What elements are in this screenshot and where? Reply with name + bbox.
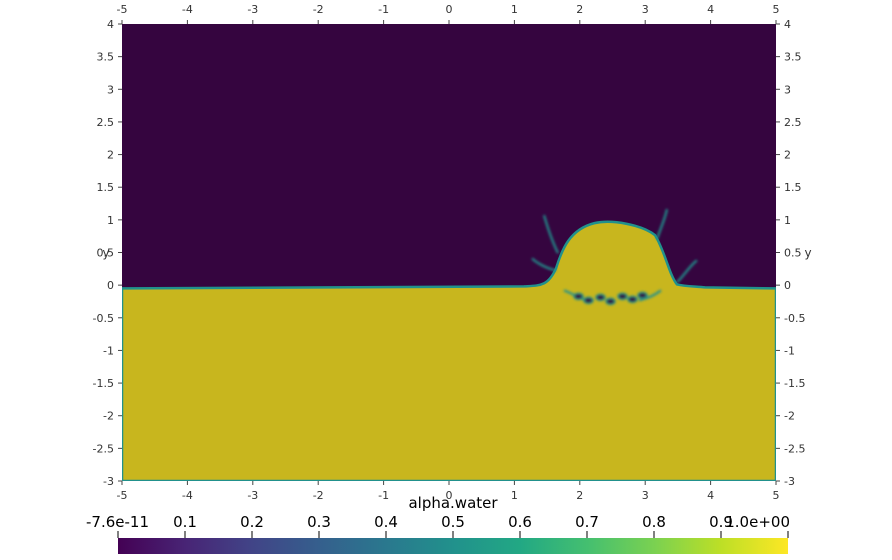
- y-tick-label-right: 3.5: [784, 51, 802, 64]
- y-tick-label-left: 2: [107, 149, 114, 162]
- air-bubble: [583, 296, 594, 305]
- y-axis-label-left: y: [102, 246, 109, 260]
- y-tick-label-right: 3: [784, 83, 791, 96]
- colorbar-title: alpha.water: [408, 494, 498, 512]
- colorbar-gradient: [118, 538, 788, 554]
- x-tick-label-bottom: -1: [378, 489, 389, 502]
- air-bubble: [627, 295, 638, 304]
- x-tick-label-top: -2: [313, 3, 324, 16]
- y-tick-label-right: -2.5: [784, 442, 805, 455]
- x-tick-label-bottom: 5: [773, 489, 780, 502]
- x-tick-label-top: 5: [773, 3, 780, 16]
- x-tick-label-bottom: 1: [511, 489, 518, 502]
- colorbar-label: 0.9: [709, 513, 733, 531]
- y-tick-label-left: 1.5: [97, 181, 115, 194]
- colorbar-label: 0.5: [441, 513, 465, 531]
- splash-jet: [676, 259, 698, 284]
- x-tick-label-bottom: 2: [576, 489, 583, 502]
- y-tick-label-right: 0: [784, 279, 791, 292]
- x-tick-label-top: 3: [642, 3, 649, 16]
- y-tick-label-right: -0.5: [784, 312, 805, 325]
- x-tick-label-top: 0: [446, 3, 453, 16]
- y-tick-label-left: 2.5: [97, 116, 115, 129]
- x-tick-label-bottom: 4: [707, 489, 714, 502]
- x-tick-label-top: -5: [117, 3, 128, 16]
- water-region: [122, 220, 776, 481]
- y-tick-label-right: -1.5: [784, 377, 805, 390]
- splash-jet: [531, 257, 557, 272]
- splash-jet: [542, 214, 560, 254]
- y-tick-label-left: 4: [107, 18, 114, 31]
- x-tick-label-bottom: 0: [446, 489, 453, 502]
- y-tick-label-left: -2.5: [93, 442, 114, 455]
- air-bubble: [617, 292, 628, 301]
- colorbar-label: 0.3: [307, 513, 331, 531]
- y-tick-label-right: 0.5: [784, 247, 802, 260]
- plot-area: [122, 24, 776, 481]
- colorbar: -7.6e-11 0.1 0.2 0.3 0.4 0.5 0.6 0.7 0.8 0.91.0e+…: [86, 513, 790, 554]
- y-tick-label-right: -2: [784, 410, 795, 423]
- colorbar-label: 0.4: [374, 513, 398, 531]
- y-axis-label-right: y: [804, 246, 811, 260]
- splash-jet: [638, 289, 662, 302]
- x-tick-label-bottom: 3: [642, 489, 649, 502]
- colorbar-label: 1.0e+00: [725, 513, 790, 531]
- x-tick-label-bottom: -4: [182, 489, 193, 502]
- y-tick-label-right: -1: [784, 344, 795, 357]
- y-tick-label-left: 0: [107, 279, 114, 292]
- colorbar-label: -7.6e-11: [86, 513, 149, 531]
- colorbar-label: 0.6: [508, 513, 532, 531]
- air-bubble: [637, 291, 648, 300]
- x-tick-label-top: 1: [511, 3, 518, 16]
- air-bubble: [573, 292, 584, 301]
- air-bubble: [605, 297, 616, 306]
- field-image: [122, 24, 776, 481]
- y-tick-label-right: 4: [784, 18, 791, 31]
- y-tick-label-left: 3: [107, 83, 114, 96]
- y-tick-label-left: 3.5: [97, 51, 115, 64]
- y-tick-label-left: -1: [103, 344, 114, 357]
- y-tick-label-right: -3: [784, 475, 795, 488]
- y-tick-label-left: -1.5: [93, 377, 114, 390]
- y-tick-label-left: 0.5: [97, 247, 115, 260]
- colorbar-label: 0.1: [173, 513, 197, 531]
- air-bubble: [595, 293, 606, 302]
- x-tick-label-top: -3: [247, 3, 258, 16]
- y-tick-label-left: -2: [103, 410, 114, 423]
- y-tick-label-left: -0.5: [93, 312, 114, 325]
- x-tick-label-top: 4: [707, 3, 714, 16]
- y-tick-label-right: 2: [784, 149, 791, 162]
- x-tick-label-bottom: -2: [313, 489, 324, 502]
- y-tick-label-right: 1: [784, 214, 791, 227]
- y-tick-label-left: 1: [107, 214, 114, 227]
- y-tick-label-right: 2.5: [784, 116, 802, 129]
- colorbar-label: 0.2: [240, 513, 264, 531]
- splash-features: [531, 208, 698, 306]
- colorbar-label: 0.7: [575, 513, 599, 531]
- y-tick-label-left: -3: [103, 475, 114, 488]
- x-tick-label-top: -1: [378, 3, 389, 16]
- x-tick-label-top: -4: [182, 3, 193, 16]
- splash-jet: [655, 208, 669, 240]
- x-tick-label-bottom: -5: [117, 489, 128, 502]
- x-tick-label-bottom: -3: [247, 489, 258, 502]
- colorbar-label: 0.8: [642, 513, 666, 531]
- y-tick-label-right: 1.5: [784, 181, 802, 194]
- x-tick-label-top: 2: [576, 3, 583, 16]
